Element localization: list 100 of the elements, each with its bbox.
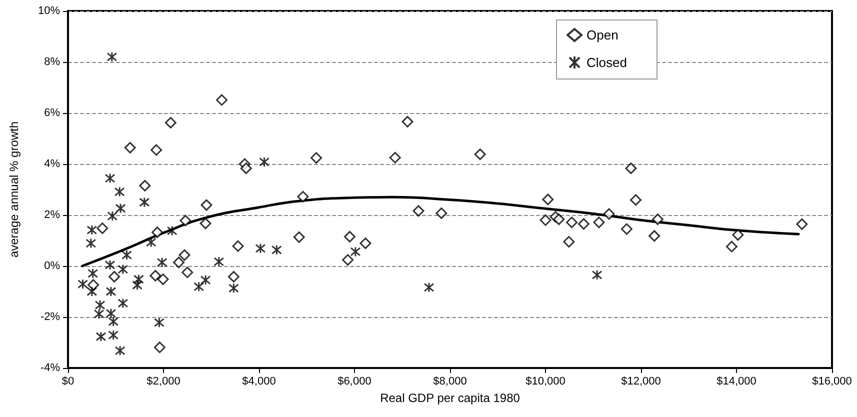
- point: [553, 214, 565, 226]
- point: [200, 199, 212, 211]
- point: [232, 240, 244, 252]
- y-tick-label: 2%: [44, 209, 60, 221]
- point: [259, 156, 270, 168]
- point: [106, 286, 116, 297]
- point: [216, 94, 228, 106]
- point: [132, 280, 142, 290]
- point: [182, 266, 194, 278]
- point: [154, 317, 164, 328]
- y-tick-label: 8%: [44, 56, 60, 68]
- point: [796, 218, 808, 230]
- y-axis-title: average annual % growth: [7, 121, 21, 258]
- y-tick-label: 4%: [44, 158, 60, 170]
- point: [104, 260, 116, 270]
- point: [121, 250, 132, 260]
- y-tick-label: -2%: [40, 311, 60, 323]
- point: [88, 279, 100, 291]
- point: [593, 216, 605, 228]
- point: [297, 190, 309, 202]
- legend-label: Open: [586, 28, 618, 42]
- y-tick-label: -4%: [40, 362, 60, 374]
- point: [106, 52, 118, 62]
- point: [166, 226, 178, 236]
- legend-label: Closed: [586, 55, 627, 70]
- x-axis-title: Real GDP per capita 1980: [380, 391, 520, 405]
- point: [154, 342, 166, 354]
- point: [157, 274, 169, 286]
- point: [360, 238, 372, 250]
- point: [146, 237, 156, 248]
- point: [310, 152, 322, 164]
- x-tick-label: $12,000: [621, 376, 661, 388]
- point: [94, 308, 104, 320]
- point: [620, 223, 632, 235]
- x-tick-label: $10,000: [526, 376, 566, 388]
- point: [96, 331, 106, 342]
- point: [255, 243, 266, 254]
- point: [133, 274, 144, 285]
- point: [350, 246, 361, 257]
- point: [566, 216, 578, 228]
- point: [342, 254, 354, 266]
- x-tick-label: $16,000: [812, 376, 852, 388]
- point: [114, 345, 126, 356]
- point: [214, 256, 224, 267]
- point: [194, 281, 204, 292]
- point: [139, 180, 151, 192]
- point: [108, 270, 120, 282]
- x-tick-label: $4,000: [242, 376, 276, 388]
- point: [592, 270, 602, 280]
- point: [293, 231, 305, 243]
- point: [228, 270, 240, 282]
- point: [630, 194, 642, 206]
- point: [652, 214, 664, 226]
- point: [78, 278, 88, 290]
- point: [271, 244, 282, 256]
- point: [726, 240, 738, 252]
- point: [96, 222, 108, 234]
- point: [412, 205, 424, 217]
- point: [114, 186, 125, 198]
- x-tick-label: $6,000: [338, 376, 372, 388]
- point: [402, 116, 414, 128]
- point: [180, 214, 192, 226]
- point: [563, 236, 575, 248]
- point: [200, 218, 212, 230]
- x-tick-label: $8,000: [433, 376, 467, 388]
- point: [240, 162, 252, 174]
- point: [540, 214, 552, 226]
- point: [474, 148, 486, 160]
- x-tick-label: $2,000: [146, 376, 180, 388]
- point: [107, 210, 118, 222]
- point: [115, 203, 126, 214]
- point: [173, 256, 185, 268]
- point: [118, 298, 128, 308]
- point: [625, 162, 637, 174]
- point: [578, 218, 590, 230]
- point: [86, 224, 98, 236]
- point: [150, 270, 162, 282]
- point: [424, 282, 434, 293]
- point: [389, 152, 401, 164]
- point: [88, 268, 98, 279]
- y-tick-label: 6%: [44, 107, 60, 119]
- x-tick-label: $0: [62, 376, 74, 388]
- point: [139, 197, 150, 208]
- point: [436, 207, 448, 219]
- y-tick-label: 0%: [44, 260, 60, 272]
- point: [104, 173, 116, 184]
- point: [603, 208, 615, 220]
- point: [152, 226, 164, 238]
- point: [164, 116, 176, 128]
- point: [94, 300, 106, 310]
- point: [648, 230, 660, 242]
- x-tick-label: $14,000: [716, 376, 756, 388]
- point: [542, 194, 554, 206]
- point: [344, 230, 356, 242]
- point: [178, 249, 190, 261]
- point: [200, 274, 211, 286]
- point: [732, 229, 744, 241]
- point: [108, 330, 119, 340]
- point: [86, 238, 96, 249]
- y-tick-label: 10%: [38, 5, 60, 17]
